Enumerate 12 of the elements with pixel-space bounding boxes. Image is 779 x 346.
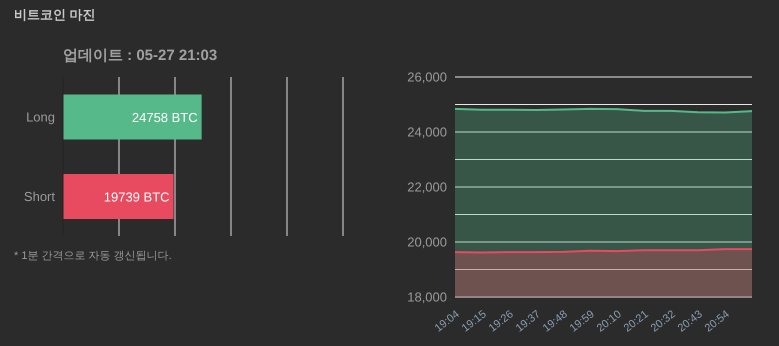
y-tick-label: Long bbox=[26, 109, 55, 124]
chart-subtitle: 업데이트 : 05-27 21:03 bbox=[63, 46, 218, 65]
text: * 1분 간격으로 자동 갱신됩니다. bbox=[14, 249, 172, 263]
y-tick-label: 24,000 bbox=[407, 124, 447, 140]
chart-title: 비트코인 마진 bbox=[14, 6, 96, 24]
y-tick-label: Short bbox=[24, 188, 56, 204]
y-tick-label: 22,000 bbox=[407, 180, 447, 195]
data-label: 24758 BTC bbox=[132, 110, 198, 125]
y-tick-label: 20,000 bbox=[407, 234, 447, 250]
data-label: 19739 BTC bbox=[104, 189, 170, 204]
y-tick-label: 18,000 bbox=[407, 290, 447, 305]
y-tick-label: 26,000 bbox=[407, 70, 447, 85]
